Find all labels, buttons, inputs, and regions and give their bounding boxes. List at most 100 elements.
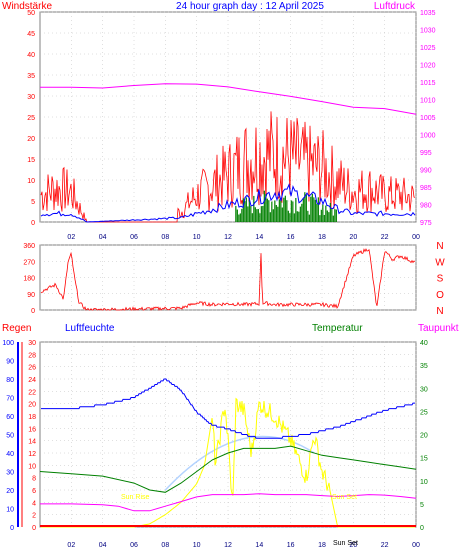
temp-tick-label: 35	[420, 363, 428, 370]
direction-tick-label: 360	[23, 243, 35, 250]
pressure-tick-label: 975	[420, 220, 432, 227]
wind-tick-label: 45	[27, 31, 35, 38]
humidity-tick-label: 50	[6, 433, 14, 440]
humidity-tick-label: 0	[10, 525, 14, 532]
humidity-label: Luftfeuchte	[65, 323, 115, 334]
rain-tick-label: 20	[28, 402, 36, 409]
pressure-tick-label: 990	[420, 168, 432, 175]
sunset-label: Sun Set	[332, 494, 357, 501]
compass-label: N	[436, 241, 443, 252]
rain-tick-label: 30	[28, 340, 36, 347]
temp-tick-label: 0	[420, 525, 424, 532]
sunrise-label: Sun Rise	[121, 494, 150, 501]
x-tick-label: 12	[224, 542, 232, 549]
rain-tick-label: 28	[28, 352, 36, 359]
pressure-tick-label: 1005	[420, 115, 436, 122]
wind-tick-label: 25	[27, 115, 35, 122]
x-tick-label: 02	[67, 234, 75, 241]
x-tick-label: 04	[99, 542, 107, 549]
x-tick-label: 08	[161, 542, 169, 549]
x-tick-label: 08	[161, 234, 169, 241]
x-tick-label: 00	[412, 542, 420, 549]
x-tick-label: 14	[255, 542, 263, 549]
rain-tick-label: 24	[28, 377, 36, 384]
humidity-tick-label: 30	[6, 470, 14, 477]
rain-tick-label: 4	[32, 500, 36, 507]
rain-tick-label: 6	[32, 488, 36, 495]
humidity-tick-label: 90	[6, 359, 14, 366]
x-tick-label: 20	[349, 234, 357, 241]
pressure-tick-label: 985	[420, 185, 432, 192]
x-tick-label: 10	[193, 234, 201, 241]
x-tick-label: 06	[130, 542, 138, 549]
rain-tick-label: 14	[28, 439, 36, 446]
dewpoint-series	[40, 493, 417, 512]
x-tick-label: 04	[99, 234, 107, 241]
x-tick-label: 22	[381, 234, 389, 241]
x-tick-label: 18	[318, 234, 326, 241]
direction-tick-label: 180	[23, 276, 35, 283]
x-tick-label: 02	[67, 542, 75, 549]
pressure-tick-label: 1035	[420, 10, 436, 17]
sunshine-curve	[164, 435, 315, 491]
wind-tick-label: 10	[27, 178, 35, 185]
direction-tick-label: 90	[27, 292, 35, 299]
wind-tick-label: 30	[27, 94, 35, 101]
compass-label: N	[436, 306, 443, 317]
temperature-series	[39, 445, 417, 493]
wind-tick-label: 0	[31, 220, 35, 227]
humidity-tick-label: 10	[6, 507, 14, 514]
pressure-tick-label: 980	[420, 203, 432, 210]
x-tick-label: 18	[318, 542, 326, 549]
wind-axis-title: Windstärke	[2, 1, 52, 12]
pressure-tick-label: 1030	[420, 28, 436, 35]
temperature-label: Temperatur	[312, 323, 363, 334]
rain-tick-label: 10	[28, 463, 36, 470]
pressure-series	[40, 83, 417, 115]
x-tick-label: 06	[130, 234, 138, 241]
wind-tick-label: 50	[27, 10, 35, 17]
rain-label: Regen	[2, 323, 31, 334]
rain-tick-label: 26	[28, 365, 36, 372]
x-tick-label: 00	[412, 234, 420, 241]
x-tick-label: 10	[193, 542, 201, 549]
x-tick-label: 12	[224, 234, 232, 241]
rain-tick-label: 8	[32, 476, 36, 483]
wind-tick-label: 40	[27, 52, 35, 59]
wind-gust-series	[40, 111, 416, 223]
wind-direction-series	[40, 248, 416, 312]
compass-label: O	[436, 290, 444, 301]
dewpoint-label: Taupunkt	[418, 323, 459, 334]
temp-tick-label: 40	[420, 340, 428, 347]
x-tick-label: 20	[349, 542, 357, 549]
humidity-tick-label: 70	[6, 396, 14, 403]
pressure-tick-label: 1000	[420, 133, 436, 140]
pressure-axis-title: Luftdruck	[374, 1, 416, 12]
rain-tick-label: 0	[32, 525, 36, 532]
series	[39, 83, 417, 528]
chart-title: 24 hour graph day : 12 April 2025	[176, 1, 324, 12]
humidity-tick-label: 40	[6, 451, 14, 458]
humidity-series	[41, 378, 415, 439]
rain-tick-label: 12	[28, 451, 36, 458]
direction-tick-label: 0	[31, 308, 35, 315]
temp-tick-label: 5	[420, 502, 424, 509]
humidity-tick-label: 60	[6, 414, 14, 421]
wind-tick-label: 15	[27, 157, 35, 164]
rain-tick-label: 16	[28, 426, 36, 433]
humidity-tick-label: 100	[2, 340, 14, 347]
temp-tick-label: 15	[420, 456, 428, 463]
x-tick-label: 14	[255, 234, 263, 241]
temp-tick-label: 25	[420, 409, 428, 416]
pressure-tick-label: 1020	[420, 63, 436, 70]
sunset2-label: Sun Set	[333, 540, 358, 547]
x-tick-label: 16	[287, 234, 295, 241]
rain-tick-label: 2	[32, 513, 36, 520]
compass-label: W	[435, 257, 445, 268]
pressure-tick-label: 1015	[420, 80, 436, 87]
pressure-tick-label: 995	[420, 150, 432, 157]
x-tick-label: 16	[287, 542, 295, 549]
temp-tick-label: 20	[420, 433, 428, 440]
direction-tick-label: 270	[23, 259, 35, 266]
